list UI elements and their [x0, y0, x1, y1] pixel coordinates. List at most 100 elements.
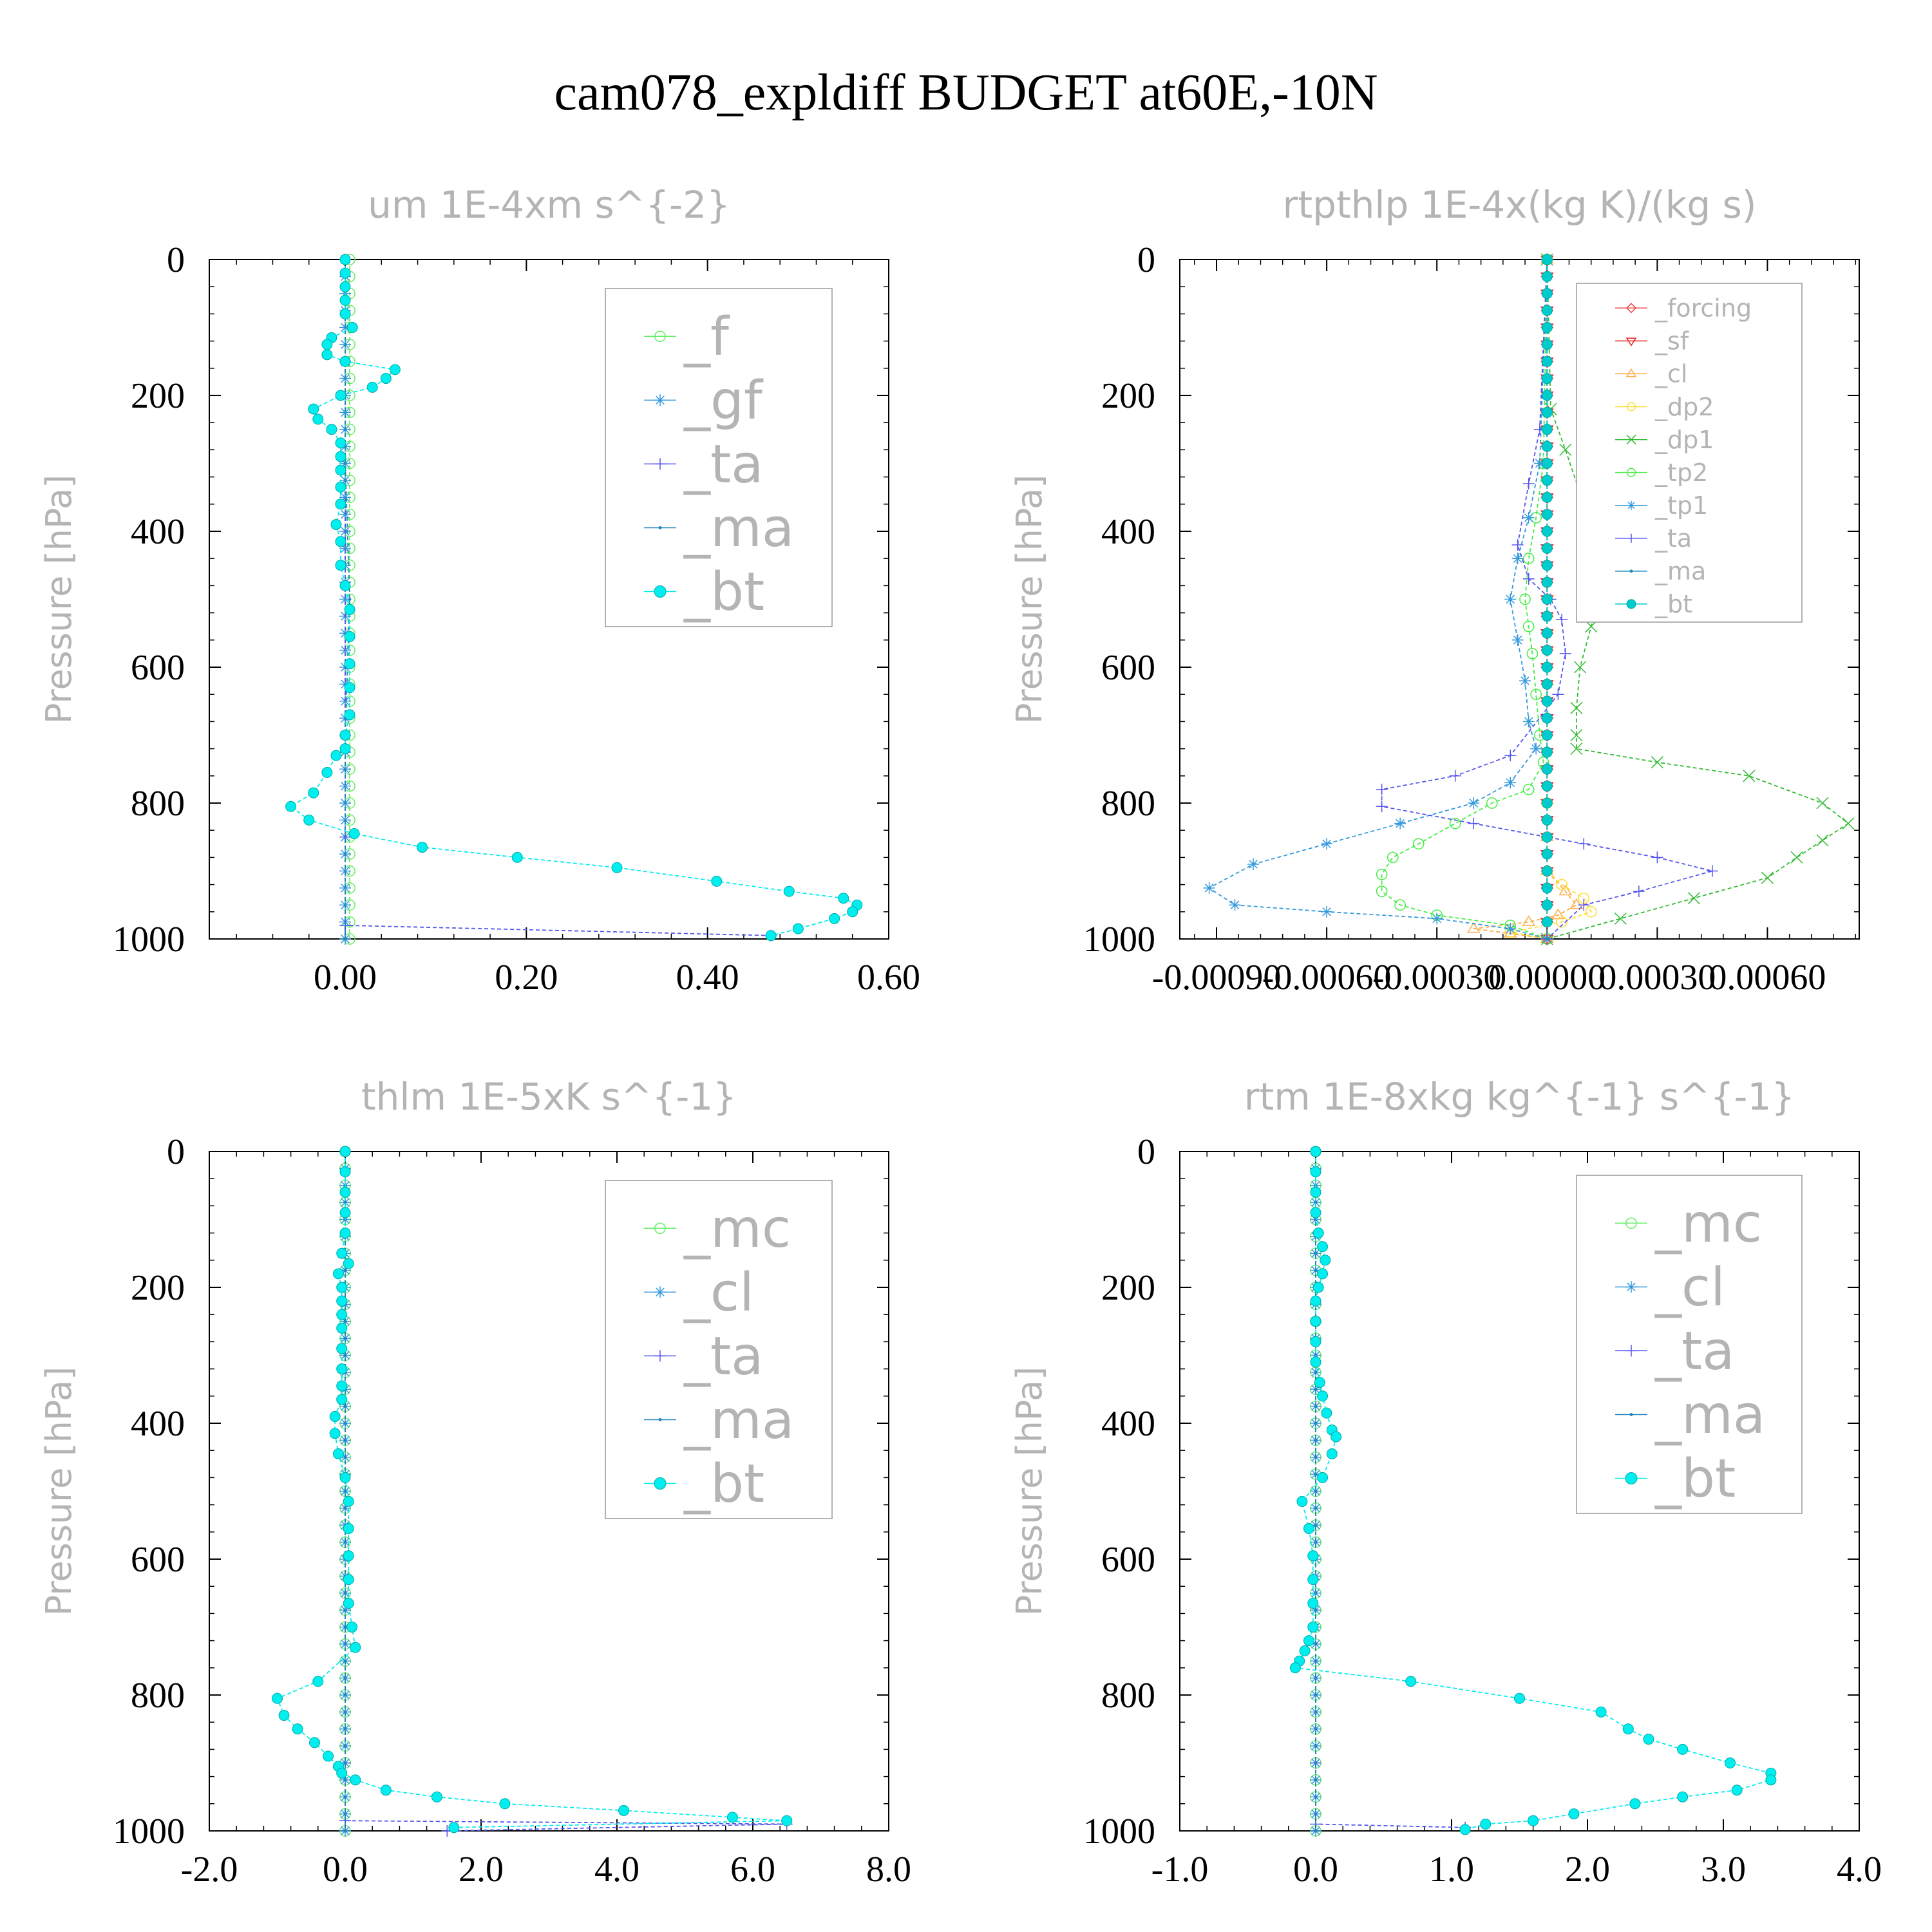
data-point — [343, 462, 347, 465]
data-point — [346, 1622, 358, 1633]
data-point — [1312, 1282, 1324, 1293]
data-point — [1314, 1693, 1318, 1697]
data-point — [339, 593, 351, 605]
data-point — [1468, 797, 1480, 809]
y-tick-label: 400 — [1101, 1404, 1155, 1444]
data-point — [1511, 539, 1524, 551]
series-line — [289, 260, 858, 936]
data-point — [312, 1676, 324, 1687]
data-point — [1314, 1761, 1318, 1765]
data-point — [1765, 1774, 1777, 1786]
data-point — [1314, 1438, 1318, 1442]
data-point — [1522, 784, 1535, 795]
data-point — [1559, 443, 1572, 456]
data-point — [1541, 373, 1553, 384]
legend-marker — [654, 330, 666, 343]
data-point — [1314, 1591, 1318, 1595]
data-point — [1307, 1550, 1319, 1562]
data-point — [1307, 1598, 1319, 1609]
data-point — [1376, 886, 1388, 898]
panel-title: um 1E-4xm s^{-2} — [368, 183, 730, 227]
data-point — [1229, 899, 1241, 911]
x-tick-label: 0.20 — [495, 958, 558, 998]
data-point — [343, 1506, 347, 1510]
plot-frame — [1179, 1151, 1860, 1832]
data-point — [336, 1363, 348, 1375]
legend-label: _ta — [683, 434, 763, 495]
data-point — [1541, 526, 1553, 537]
data-point — [726, 1812, 738, 1823]
data-point — [1790, 851, 1803, 864]
legend-label: _dp2 — [1654, 393, 1714, 421]
data-point — [1541, 763, 1553, 775]
data-point — [343, 1438, 347, 1442]
series-bt — [1541, 254, 1553, 928]
data-point — [1541, 440, 1553, 452]
data-point — [829, 913, 840, 924]
legend-marker — [1626, 435, 1636, 445]
data-point — [336, 1247, 348, 1259]
data-point — [1480, 1818, 1492, 1830]
y-tick-label: 200 — [1101, 376, 1155, 416]
legend-label: _f — [683, 307, 730, 368]
x-tick-label: 4.0 — [1837, 1850, 1882, 1889]
data-point — [348, 598, 352, 601]
data-point — [618, 1804, 630, 1816]
data-point — [339, 542, 351, 554]
x-tick-label: 6.0 — [730, 1850, 775, 1889]
data-point — [1570, 701, 1583, 714]
legend-marker — [1625, 1281, 1637, 1293]
x-tick-label: -0.00090 — [1152, 958, 1282, 998]
data-point — [336, 1394, 348, 1405]
data-point — [1556, 614, 1568, 626]
legend-box — [605, 288, 833, 627]
data-point — [1541, 542, 1553, 554]
x-tick-label: 0.0 — [1293, 1850, 1338, 1889]
legend-label: _cl — [683, 1262, 754, 1323]
data-point — [335, 536, 346, 547]
data-point — [1504, 923, 1517, 935]
data-point — [792, 923, 804, 934]
data-point — [1533, 457, 1546, 469]
series-bt — [272, 1146, 793, 1833]
x-tick-label: 2.0 — [459, 1850, 504, 1889]
data-point — [1317, 1241, 1329, 1253]
legend-marker — [1627, 533, 1636, 543]
data-point — [1303, 1523, 1314, 1535]
data-point — [343, 1693, 347, 1697]
data-point — [1541, 491, 1553, 503]
data-point — [339, 580, 351, 591]
series-line — [1208, 259, 1548, 940]
data-point — [343, 1574, 354, 1586]
data-point — [1541, 576, 1553, 588]
data-point — [366, 381, 378, 393]
data-point — [343, 1550, 354, 1562]
data-point — [765, 930, 777, 942]
data-point — [339, 730, 351, 741]
data-point — [1203, 882, 1215, 894]
y-axis-label: Pressure [hPa] — [1009, 475, 1050, 724]
data-point — [1321, 838, 1333, 850]
data-point — [1314, 1608, 1318, 1612]
data-point — [1643, 1734, 1654, 1745]
data-point — [1314, 1676, 1318, 1680]
data-point — [343, 1523, 354, 1535]
data-point — [350, 1642, 361, 1653]
data-point — [335, 437, 346, 449]
data-point — [339, 1207, 351, 1218]
data-point — [1314, 1490, 1318, 1493]
data-point — [1569, 898, 1584, 909]
data-point — [292, 1723, 303, 1735]
data-point — [1541, 848, 1553, 860]
data-point — [1541, 339, 1553, 350]
data-point — [343, 1200, 347, 1204]
data-point — [1412, 838, 1425, 850]
data-point — [343, 1727, 347, 1731]
data-point — [1511, 634, 1524, 646]
x-tick-label: 0.00060 — [1709, 958, 1826, 998]
data-point — [332, 1268, 344, 1280]
data-point — [339, 644, 351, 656]
data-point — [1541, 645, 1553, 656]
y-axis-label: Pressure [hPa] — [39, 1367, 79, 1616]
data-point — [321, 349, 333, 361]
